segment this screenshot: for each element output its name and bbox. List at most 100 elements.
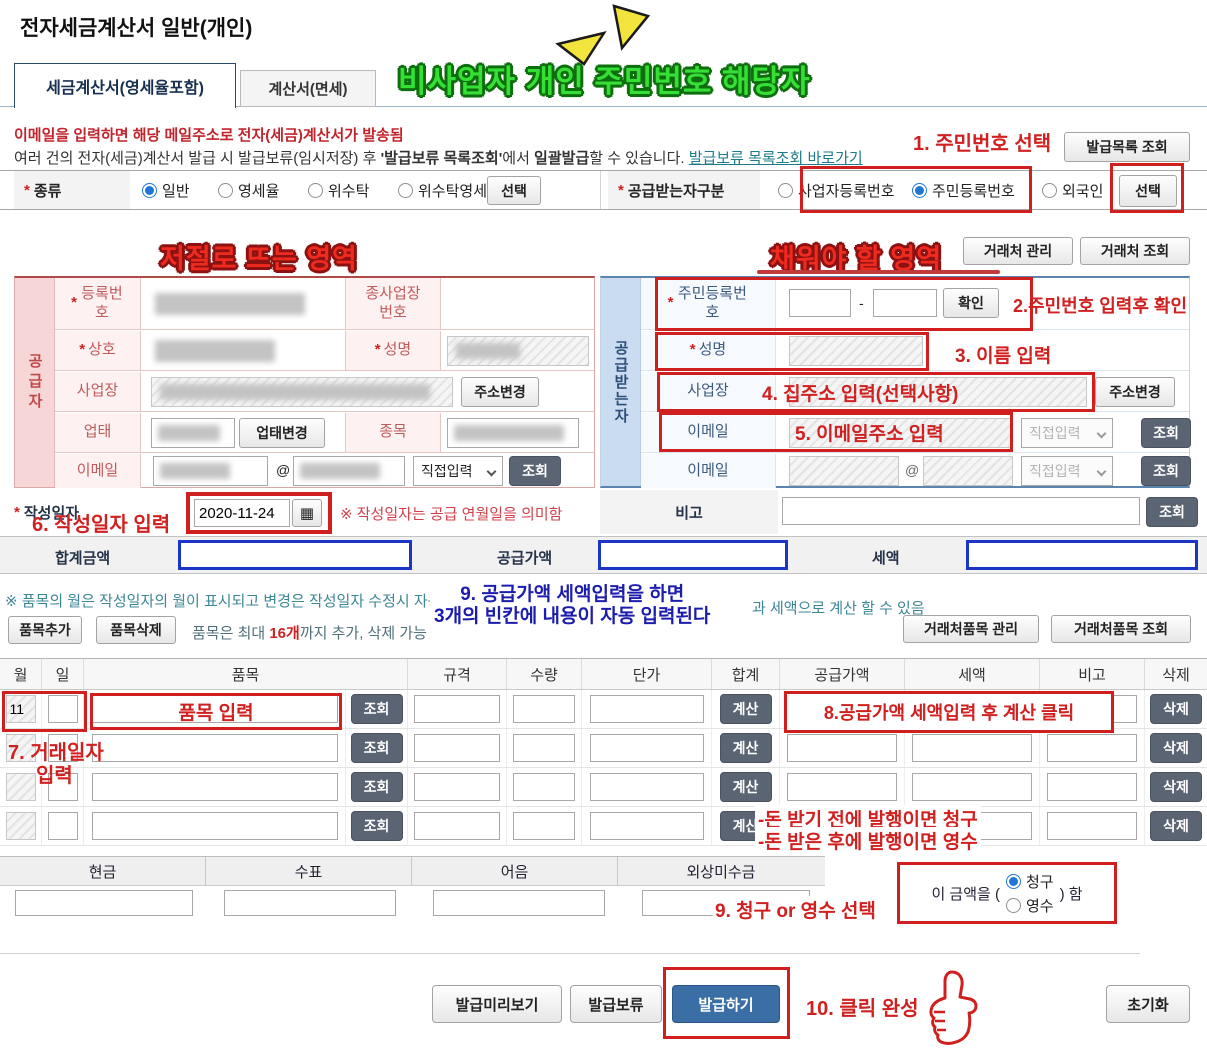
purpose-option-receipt[interactable]: 영수 <box>1005 895 1054 916</box>
recipient-email2-domain-select[interactable]: 직접입력 <box>1021 456 1113 486</box>
item-lookup-button[interactable]: 조회 <box>350 811 403 841</box>
item-calc-button[interactable]: 계산 <box>719 733 772 763</box>
recipient-select-button[interactable]: 선택 <box>1119 175 1177 207</box>
item-delete-button[interactable]: 품목삭제 <box>96 616 176 644</box>
item-unit-price-input[interactable] <box>589 695 704 723</box>
type-option-consign[interactable]: 위수탁 <box>308 180 369 201</box>
partner-item-lookup-button[interactable]: 거래처품목 조회 <box>1051 615 1191 643</box>
radio-claim[interactable] <box>1005 873 1021 889</box>
item-unit-price-input[interactable] <box>589 734 704 762</box>
item-spec-input[interactable] <box>414 773 500 801</box>
note-text: 까지 추가, 삭제 가능 <box>299 625 427 642</box>
issue-date-input[interactable] <box>194 499 290 527</box>
item-day-input[interactable] <box>47 812 78 840</box>
rrn-confirm-button[interactable]: 확인 <box>943 288 999 318</box>
item-supply-input[interactable] <box>787 773 897 801</box>
remark-lookup-button[interactable]: 조회 <box>1146 497 1198 527</box>
tab-exempt-invoice[interactable]: 계산서(면세) <box>240 70 376 107</box>
purpose-option-claim[interactable]: 청구 <box>1005 871 1054 892</box>
supply-amount-input[interactable] <box>598 540 788 570</box>
item-tax-input[interactable] <box>912 773 1032 801</box>
item-lookup-button[interactable]: 조회 <box>350 694 403 724</box>
item-tax-input[interactable] <box>912 695 1032 723</box>
item-qty-input[interactable] <box>513 812 575 840</box>
recipient-email2-lookup-button[interactable]: 조회 <box>1141 456 1191 486</box>
item-spec-input[interactable] <box>414 695 500 723</box>
radio-general[interactable] <box>142 183 157 198</box>
supplier-email-domain-field[interactable] <box>293 456 405 486</box>
item-spec-input[interactable] <box>414 812 500 840</box>
type-option-consign-zero[interactable]: 위수탁영세율 <box>398 180 501 201</box>
item-spec-input[interactable] <box>414 734 500 762</box>
radio-receipt[interactable] <box>1005 897 1021 913</box>
rrn-front-input[interactable] <box>789 289 851 317</box>
radio-consign-zero[interactable] <box>398 183 413 198</box>
reset-button[interactable]: 초기화 <box>1106 985 1190 1023</box>
check-input[interactable] <box>224 890 396 916</box>
item-remark-input[interactable] <box>1047 773 1137 801</box>
item-remark-input[interactable] <box>1047 734 1137 762</box>
item-name-input[interactable] <box>91 773 338 801</box>
issue-hold-button[interactable]: 발급보류 <box>570 985 662 1023</box>
recipient-option-foreigner[interactable]: 외국인 <box>1042 180 1103 201</box>
item-unit-price-input[interactable] <box>589 773 704 801</box>
issue-preview-button[interactable]: 발급미리보기 <box>432 985 562 1023</box>
recipient-option-resident[interactable]: 주민등록번호 <box>912 180 1015 201</box>
supplier-address-change-button[interactable]: 주소변경 <box>461 377 539 407</box>
radio-foreigner[interactable] <box>1042 183 1057 198</box>
supplier-biztype-change-button[interactable]: 업태변경 <box>239 418 325 448</box>
recipient-address-change-button[interactable]: 주소변경 <box>1095 377 1175 407</box>
hold-list-shortcut-link[interactable]: 발급보류 목록조회 바로가기 <box>688 150 863 167</box>
recipient-option-business[interactable]: 사업자등록번호 <box>778 180 895 201</box>
cash-input[interactable] <box>15 890 193 916</box>
item-delete-row-button[interactable]: 삭제 <box>1150 733 1202 763</box>
total-amount-input[interactable] <box>178 540 412 570</box>
item-lookup-button[interactable]: 조회 <box>350 772 403 802</box>
issue-list-lookup-button[interactable]: 발급목록 조회 <box>1064 132 1190 162</box>
tax-amount-input[interactable] <box>966 540 1198 570</box>
type-select-button[interactable]: 선택 <box>487 176 541 205</box>
recipient-email1-lookup-button[interactable]: 조회 <box>1141 418 1191 448</box>
radio-consign[interactable] <box>308 183 323 198</box>
item-qty-input[interactable] <box>513 695 575 723</box>
item-delete-row-button[interactable]: 삭제 <box>1150 811 1202 841</box>
radio-zero-rate[interactable] <box>218 183 233 198</box>
item-remark-input[interactable] <box>1047 695 1137 723</box>
radio-business-no[interactable] <box>778 183 793 198</box>
remark-input[interactable] <box>782 497 1140 525</box>
type-option-zero-rate[interactable]: 영세율 <box>218 180 279 201</box>
item-day-input[interactable] <box>47 773 78 801</box>
item-name-input[interactable] <box>91 695 338 723</box>
item-unit-price-input[interactable] <box>589 812 704 840</box>
partner-manage-button[interactable]: 거래처 관리 <box>963 237 1073 265</box>
item-day-input[interactable] <box>47 734 78 762</box>
supplier-email-lookup-button[interactable]: 조회 <box>509 456 561 486</box>
rrn-back-input[interactable] <box>873 289 937 317</box>
item-day-input[interactable] <box>47 695 78 723</box>
note-input[interactable] <box>433 890 605 916</box>
item-remark-input[interactable] <box>1047 812 1137 840</box>
item-name-input[interactable] <box>91 812 338 840</box>
partner-lookup-button[interactable]: 거래처 조회 <box>1080 237 1190 265</box>
item-calc-button[interactable]: 계산 <box>719 772 772 802</box>
item-qty-input[interactable] <box>513 773 575 801</box>
item-delete-row-button[interactable]: 삭제 <box>1150 694 1202 724</box>
item-supply-input[interactable] <box>787 695 897 723</box>
item-calc-button[interactable]: 계산 <box>719 694 772 724</box>
item-qty-input[interactable] <box>513 734 575 762</box>
type-option-general[interactable]: 일반 <box>142 180 190 201</box>
partner-item-manage-button[interactable]: 거래처품목 관리 <box>903 615 1039 643</box>
recipient-email1-domain-select[interactable]: 직접입력 <box>1021 418 1113 448</box>
item-tax-input[interactable] <box>912 734 1032 762</box>
item-supply-input[interactable] <box>787 734 897 762</box>
issue-button[interactable]: 발급하기 <box>672 985 780 1023</box>
item-delete-row-button[interactable]: 삭제 <box>1150 772 1202 802</box>
item-name-input[interactable] <box>91 734 338 762</box>
tab-tax-invoice[interactable]: 세금계산서(영세율포함) <box>14 63 236 108</box>
calendar-icon[interactable]: ▦ <box>292 499 322 527</box>
item-lookup-button[interactable]: 조회 <box>350 733 403 763</box>
supplier-email-domain-select[interactable]: 직접입력 <box>413 456 503 486</box>
radio-resident-no[interactable] <box>912 183 927 198</box>
item-add-button[interactable]: 품목추가 <box>8 616 82 644</box>
supplier-email-id-field[interactable] <box>153 456 268 486</box>
